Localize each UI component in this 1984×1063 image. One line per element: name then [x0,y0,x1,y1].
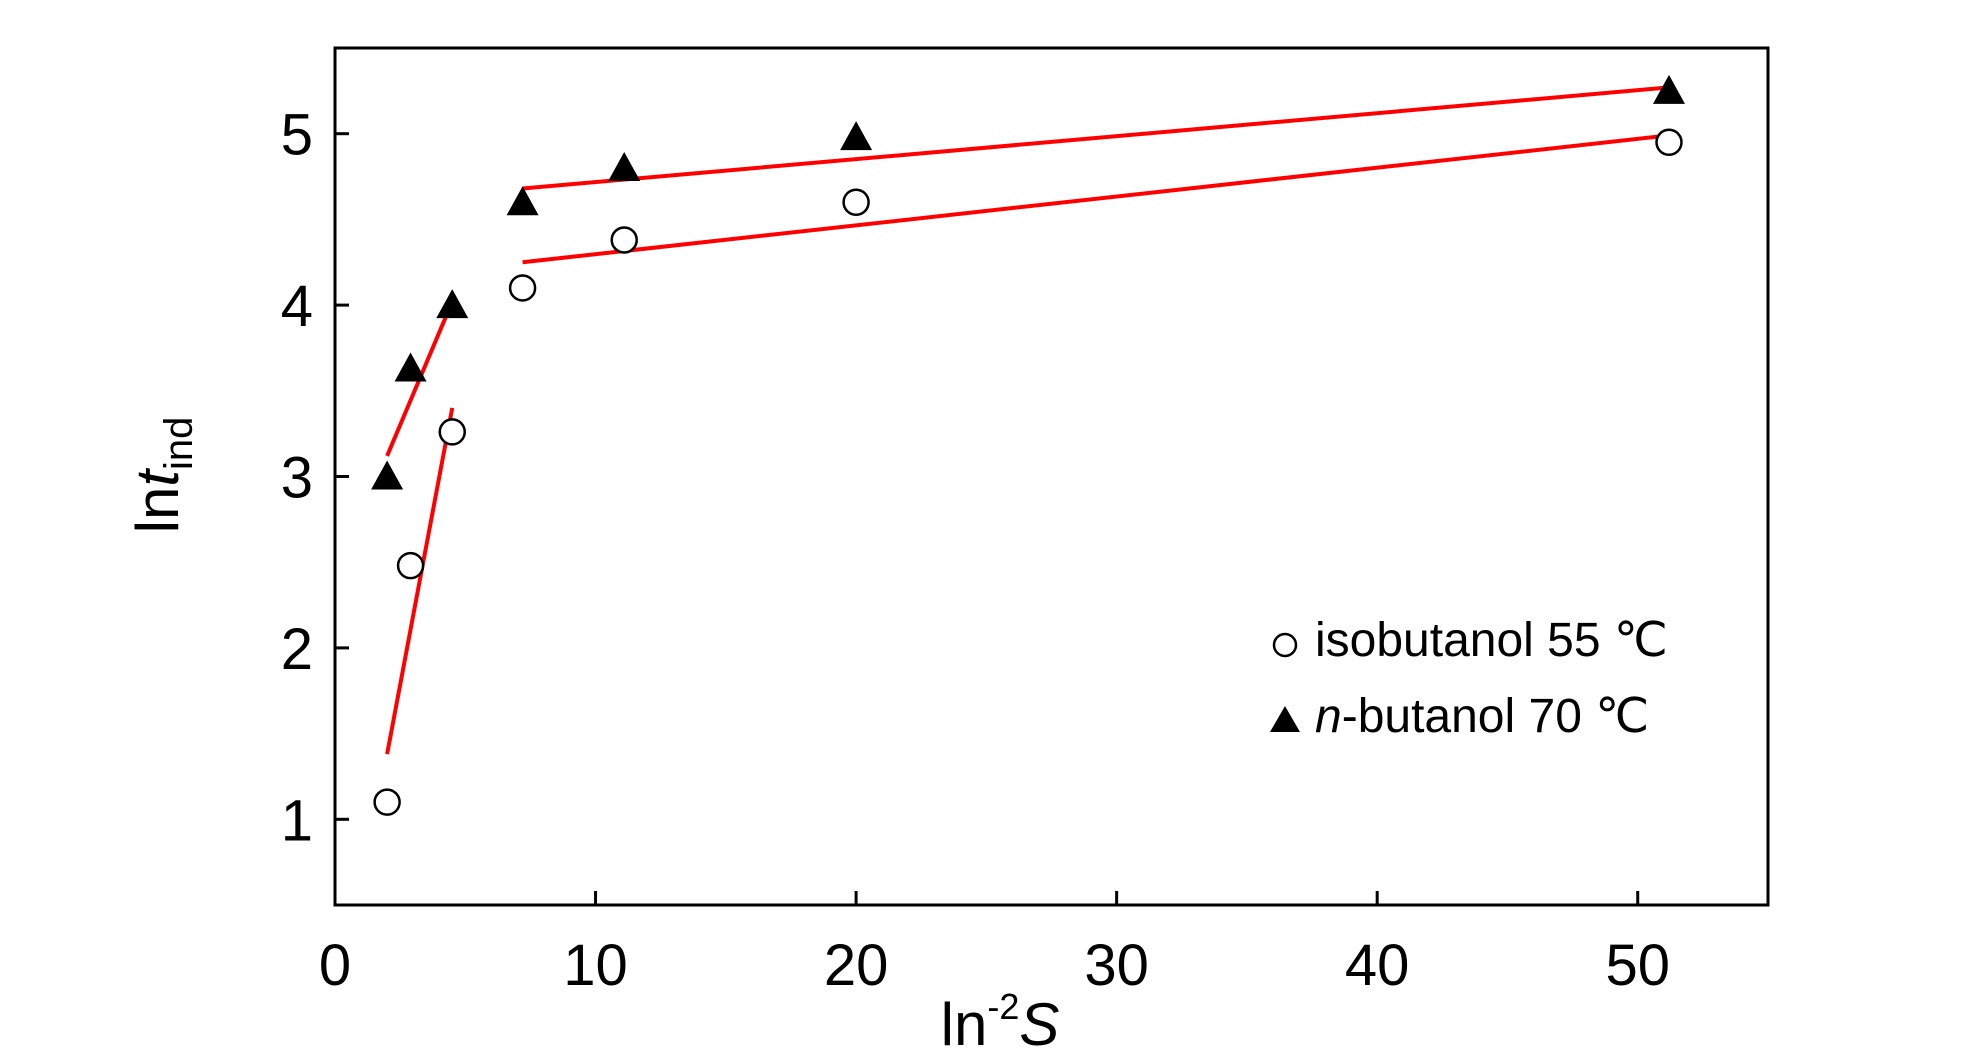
data-markers [371,74,1685,816]
legend: isobutanol 55 ℃ n-butanol 70 ℃ [1270,614,1668,743]
y-axis-title-sub: ind [157,417,201,470]
x-tick-label: 50 [1605,933,1670,998]
y-tick-label: 3 [281,446,313,511]
n-butanol-point [394,352,427,382]
isobutanol-point [1655,128,1683,157]
x-axis-ticks: 0 10 20 30 40 50 [319,891,1670,998]
y-tick-label: 2 [281,617,313,682]
fit-line [522,85,1670,191]
isobutanol-point [508,274,537,302]
legend-label-n-butanol-italic: n [1315,690,1342,743]
legend-marker-isobutanol [1272,632,1298,658]
legend-label-n-butanol: n-butanol 70 ℃ [1315,690,1649,743]
x-tick-label: 10 [563,933,628,998]
fit-lines [385,85,1670,755]
fit-line [522,133,1670,265]
legend-label-isobutanol: isobutanol 55 ℃ [1315,614,1668,667]
plot-frame [333,46,1770,907]
isobutanol-point [373,788,401,816]
y-axis-title-var: t [124,468,191,487]
legend-marker-n-butanol [1270,706,1300,732]
y-tick-label: 5 [281,103,313,168]
y-axis-title: lntind [124,417,201,534]
x-tick-label: 30 [1084,933,1149,998]
fit-line [385,407,455,755]
n-butanol-point [506,186,539,216]
n-butanol-point [371,460,404,490]
n-butanol-point [1652,74,1685,104]
y-tick-label: 4 [281,274,313,339]
y-axis-ticks: 1 2 3 4 5 [281,103,349,853]
isobutanol-point [396,551,425,580]
n-butanol-point [608,151,641,181]
isobutanol-point [438,418,466,446]
isobutanol-point [610,226,638,254]
legend-label-n-butanol-rest: -butanol 70 ℃ [1342,690,1649,743]
x-tick-label: 0 [319,933,351,998]
y-axis-title-main: ln [124,487,191,534]
x-axis-title: ln-2S [941,986,1060,1058]
x-axis-title-var: S [1019,991,1059,1058]
y-tick-label: 1 [281,788,313,853]
isobutanol-point [842,188,870,217]
n-butanol-point [436,289,469,319]
x-axis-title-sup: -2 [987,986,1019,1027]
x-axis-title-main: ln [941,991,988,1058]
n-butanol-point [840,121,873,151]
x-tick-label: 40 [1345,933,1410,998]
x-tick-label: 20 [824,933,889,998]
